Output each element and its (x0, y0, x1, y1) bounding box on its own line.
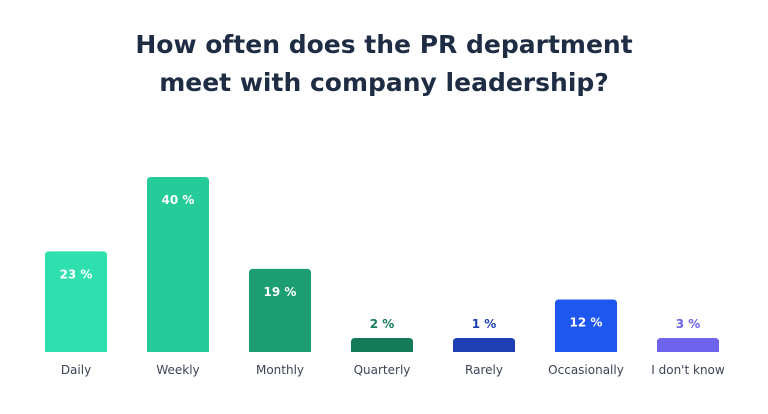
bar-occasionally (555, 299, 617, 352)
bar-monthly (249, 268, 311, 352)
value-label-quarterly: 2 % (370, 317, 395, 331)
value-label-daily: 23 % (60, 267, 93, 281)
value-label-i-don-t-know: 3 % (676, 317, 701, 331)
value-label-monthly: 19 % (264, 285, 297, 299)
bar-weekly (147, 177, 209, 352)
category-label-daily: Daily (61, 363, 91, 377)
bar-daily (45, 251, 107, 352)
category-label-i-don-t-know: I don't know (651, 363, 725, 377)
category-label-weekly: Weekly (156, 363, 199, 377)
value-label-occasionally: 12 % (570, 316, 603, 330)
category-label-monthly: Monthly (256, 363, 304, 377)
chart-title: How often does the PR department meet wi… (0, 26, 768, 102)
category-label-occasionally: Occasionally (548, 363, 624, 377)
category-label-rarely: Rarely (465, 363, 503, 377)
bar-quarterly (351, 338, 413, 352)
value-label-weekly: 40 % (162, 193, 195, 207)
value-label-rarely: 1 % (472, 317, 497, 331)
chart-title-line-2: meet with company leadership? (159, 68, 609, 97)
category-label-quarterly: Quarterly (354, 363, 411, 377)
chart-title-line-1: How often does the PR department (135, 30, 633, 59)
bar-i-don-t-know (657, 338, 719, 352)
bar-rarely (453, 338, 515, 352)
